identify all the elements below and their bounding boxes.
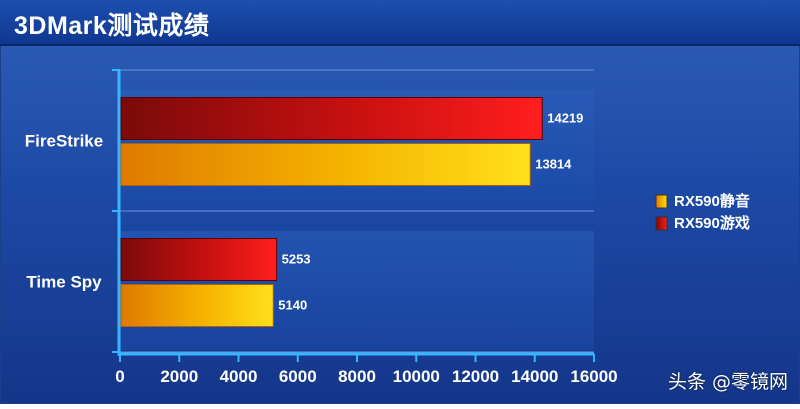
legend-swatch [656,195,667,208]
data-label: 5253 [282,252,311,267]
category-label: Time Spy [26,273,102,292]
bar [121,98,542,140]
data-label: 5140 [278,298,307,313]
watermark-text: 头条 @零镜网 [668,367,788,394]
legend-label: RX590游戏 [674,214,750,232]
legend-label: RX590静音 [674,192,750,210]
data-label: 14219 [547,111,583,126]
x-tick-label: 6000 [279,367,317,386]
bar [121,239,277,281]
bar-chart: 0 2000 4000 6000 8000 10000 12000 14000 16000 Fir… [0,46,800,404]
data-label: 13814 [535,157,572,172]
x-tick-label: 2000 [160,367,198,386]
x-tick-label: 4000 [220,367,258,386]
x-tick-label: 14000 [511,367,558,386]
chart-area: 0 2000 4000 6000 8000 10000 12000 14000 16000 Fir… [0,46,800,404]
x-tick-label: 10000 [393,367,440,386]
x-tick-label: 16000 [570,367,617,386]
bar [121,285,273,327]
title-bar: 3DMark测试成绩 [0,0,800,46]
category-label: FireStrike [25,132,103,151]
legend-swatch [656,217,667,230]
x-tick-label: 12000 [452,367,499,386]
x-tick-label: 0 [115,367,124,386]
bar [121,144,530,186]
chart-title: 3DMark测试成绩 [14,6,209,42]
x-tick-label: 8000 [338,367,376,386]
